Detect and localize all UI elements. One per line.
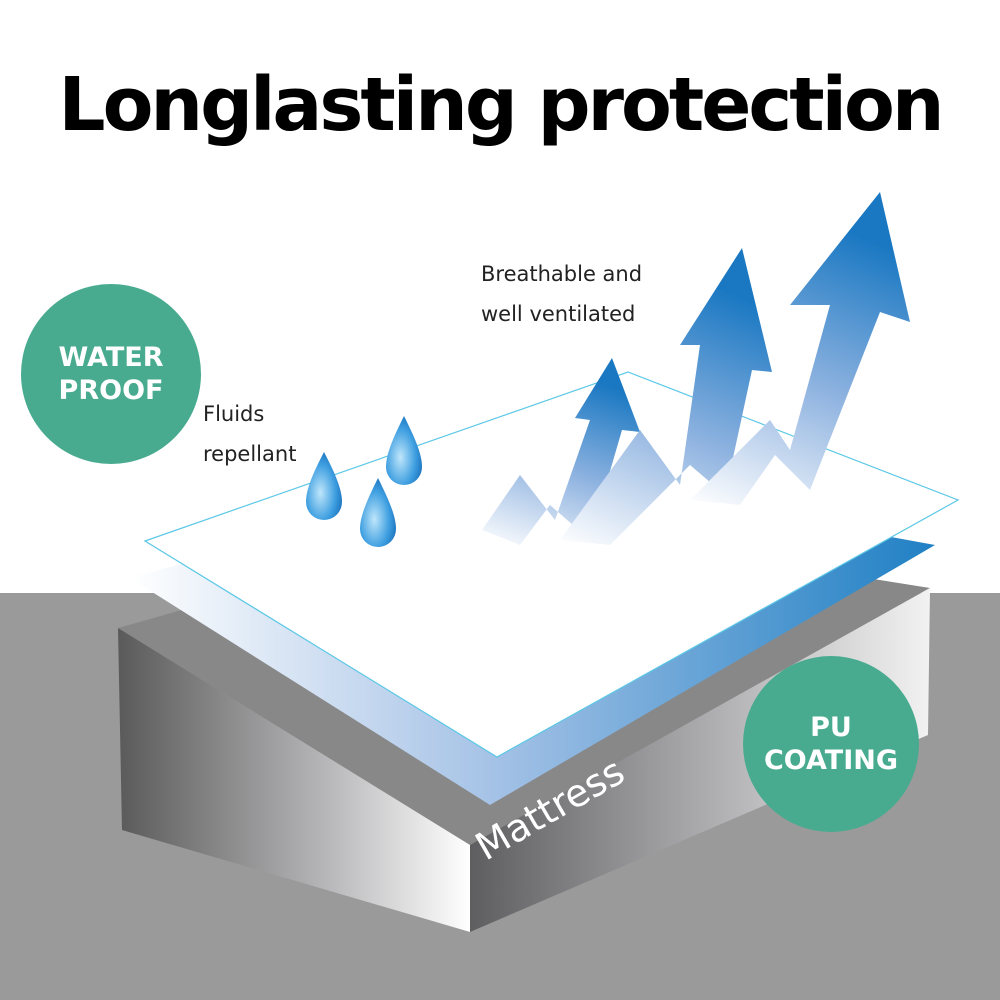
label-line: Fluids [203,402,265,426]
badge-line: WATER [58,342,164,373]
pu-coating-badge: PU COATING [743,656,919,832]
water-drop-icon [306,416,422,547]
label-line: repellant [203,442,297,466]
badge-line: COATING [763,745,899,776]
breathable-label: Breathable and well ventilated [481,254,642,334]
mattress-left-face [118,628,470,932]
label-line: Breathable and [481,262,643,286]
fluids-label: Fluids repellant [203,394,296,474]
badge-line: PU [810,712,852,743]
water-proof-badge: WATER PROOF [21,284,201,464]
up-arrow-icon [482,192,910,545]
page-title: Longlasting protection [58,62,944,148]
label-line: well ventilated [481,302,636,326]
badge-line: PROOF [58,375,164,406]
